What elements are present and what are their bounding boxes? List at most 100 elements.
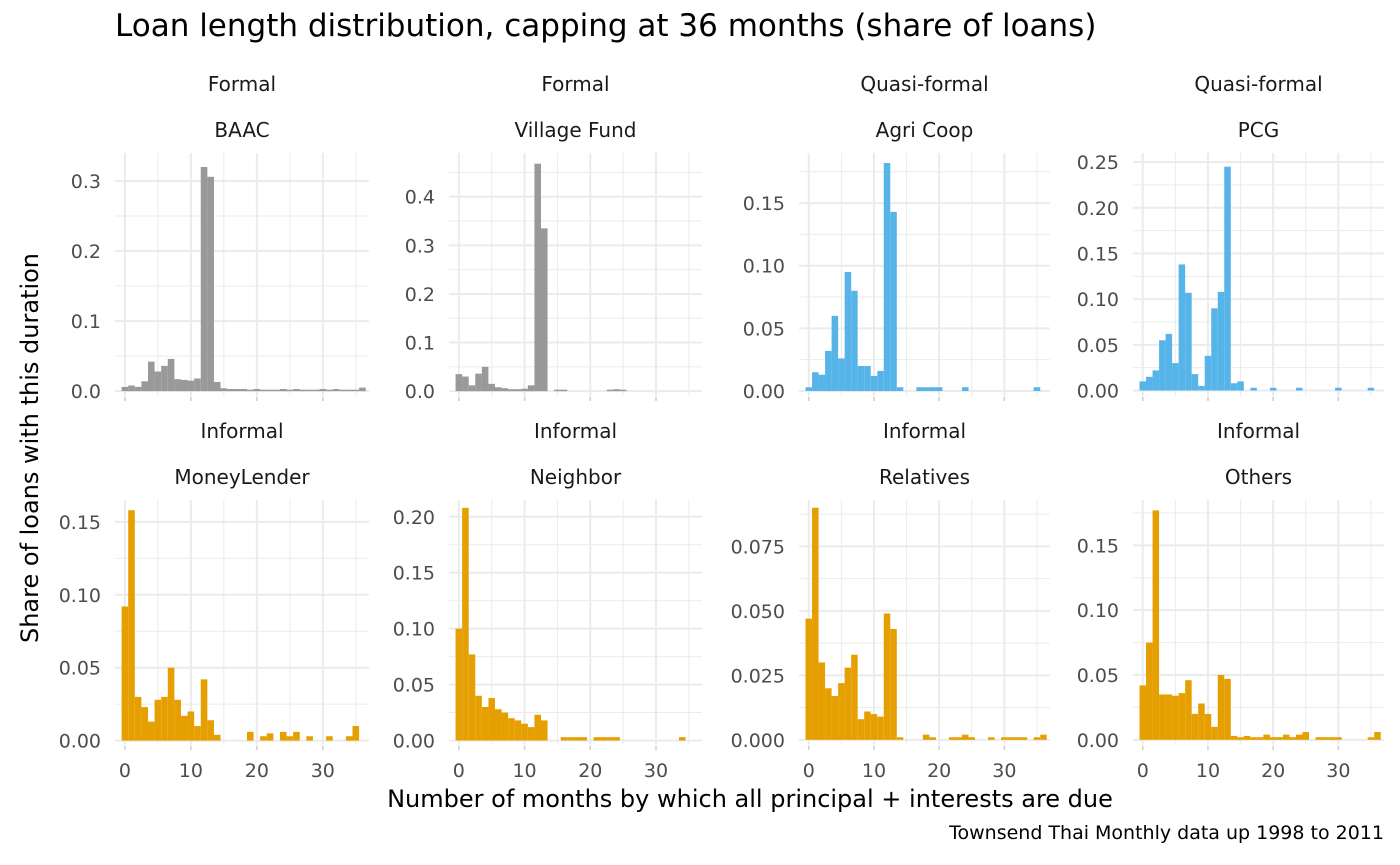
histogram-bar (1263, 734, 1270, 740)
histogram-bar (134, 696, 142, 741)
histogram-bar (345, 736, 353, 741)
y-tick-label: 0.05 (1077, 335, 1119, 357)
histogram-bar (514, 720, 522, 741)
facet-panel-0: 0.0 0.1 0.2 0.3 Formal BAAC (71, 72, 369, 403)
y-tick-label: 0.000 (731, 730, 785, 752)
strip-label-group: Quasi-formal (860, 72, 988, 96)
y-tick-label: 0.05 (59, 658, 101, 680)
histogram-bar (495, 387, 502, 392)
histogram-bar (1211, 726, 1218, 740)
histogram-bar (293, 731, 300, 741)
y-tick-label: 0.0 (405, 381, 435, 403)
histogram-bar (812, 507, 819, 740)
histogram-bar (560, 389, 568, 392)
strip-label-group: Informal (200, 419, 283, 443)
histogram-bar (455, 628, 463, 741)
histogram-bar (1204, 713, 1212, 740)
histogram-bar (838, 683, 845, 740)
histogram-bar (838, 358, 845, 391)
histogram-bar (857, 365, 865, 391)
histogram-bar (141, 381, 148, 392)
histogram-bar (1282, 734, 1290, 740)
strip-label-source: Agri Coop (876, 118, 974, 142)
histogram-bar (541, 228, 548, 392)
histogram-bar (948, 737, 956, 740)
histogram-bar (567, 737, 574, 741)
histogram-bar (1211, 308, 1218, 391)
x-tick-label: 30 (644, 760, 668, 782)
histogram-bar (883, 163, 891, 391)
histogram-bar (233, 388, 241, 392)
histogram-bar (194, 726, 201, 741)
y-tick-label: 0.00 (59, 731, 101, 753)
y-tick-label: 0.10 (743, 256, 785, 278)
histogram-bar (600, 737, 607, 741)
strip-label-source: PCG (1238, 118, 1280, 142)
x-tick-label: 0 (119, 760, 131, 782)
histogram-bar (1269, 737, 1277, 740)
histogram-bar (857, 719, 865, 740)
y-tick-label: 0.10 (393, 619, 435, 641)
histogram-bar (961, 734, 969, 740)
histogram-bar (1165, 333, 1173, 391)
y-tick-label: 0.3 (71, 171, 101, 193)
strip-label-source: Others (1225, 465, 1292, 489)
x-tick-label: 10 (862, 760, 886, 782)
histogram-bar (1256, 737, 1264, 740)
histogram-bar (253, 388, 261, 392)
histogram-bar (352, 389, 360, 392)
histogram-bar (508, 389, 515, 392)
facet-panel-6: 0.000 0.025 0.050 0.075 0 10 20 30 Informal Relat… (731, 419, 1050, 782)
histogram-bar (455, 374, 463, 392)
histogram-bar (1146, 642, 1153, 740)
histogram-bar (818, 374, 826, 391)
y-tick-label: 0.2 (405, 284, 435, 306)
histogram-bar (1152, 510, 1160, 740)
histogram-bar (488, 383, 495, 392)
y-tick-label: 0.15 (59, 512, 101, 534)
histogram-bar (613, 389, 620, 392)
histogram-bar (1159, 694, 1166, 740)
histogram-bar (1146, 376, 1153, 391)
histogram-bar (167, 667, 175, 741)
histogram-bar (1198, 385, 1205, 391)
histogram-bar (851, 654, 858, 740)
x-tick-label: 10 (179, 760, 203, 782)
histogram-bar (890, 211, 897, 391)
x-tick-label: 30 (992, 760, 1016, 782)
strip-label-group: Informal (883, 419, 966, 443)
histogram-bar (877, 716, 884, 740)
histogram-bar (306, 736, 313, 741)
y-tick-label: 0.025 (731, 665, 785, 687)
histogram-bar (1322, 737, 1329, 740)
histogram-bar (534, 163, 541, 392)
histogram-bar (128, 385, 135, 392)
x-axis-label: Number of months by which all principal … (387, 785, 1113, 813)
histogram-bar (1276, 737, 1283, 740)
y-tick-label: 0.20 (393, 507, 435, 529)
histogram-bar (527, 385, 535, 392)
histogram-bar (890, 628, 897, 740)
histogram-bar (1295, 387, 1303, 391)
histogram-bar (1178, 693, 1186, 740)
x-tick-label: 0 (453, 760, 465, 782)
histogram-bar (961, 387, 969, 391)
histogram-bar (266, 389, 274, 392)
histogram-bar (121, 386, 129, 392)
histogram-bar (922, 387, 930, 391)
histogram-bar (521, 723, 528, 741)
histogram-bar (1217, 291, 1225, 391)
histogram-bar (260, 389, 267, 392)
histogram-bar (147, 721, 155, 741)
histogram-bar (805, 387, 813, 391)
histogram-bar (825, 688, 832, 740)
histogram-bar (475, 695, 482, 741)
histogram-bar (521, 388, 528, 392)
histogram-bar (844, 271, 852, 391)
histogram-bar (812, 372, 819, 391)
histogram-bar (864, 365, 871, 391)
y-tick-label: 0.3 (405, 235, 435, 257)
histogram-bar (481, 706, 489, 741)
histogram-bar (805, 618, 813, 740)
histogram-bar (213, 734, 221, 741)
